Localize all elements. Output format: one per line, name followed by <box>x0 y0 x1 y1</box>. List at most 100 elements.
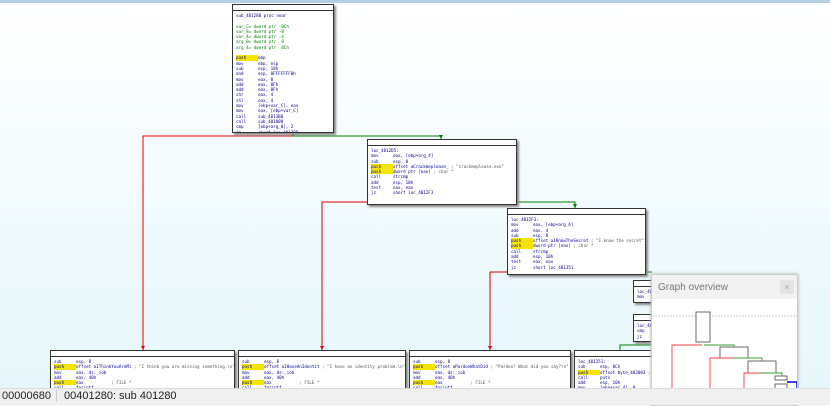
code-line: sub esp, 18h <box>236 66 330 71</box>
operands: offset byte_403003 <box>600 369 646 375</box>
code-line: add esp, 10h <box>371 180 513 185</box>
mnemonic: push <box>54 380 76 386</box>
mnemonic: sub <box>236 65 244 71</box>
mnemonic: mov <box>242 369 250 375</box>
code-line: test eax, eax <box>371 185 513 190</box>
code-line: loc_4012F3: <box>511 217 642 222</box>
operands: ebp, esp <box>258 60 279 66</box>
close-icon[interactable]: × <box>780 280 794 294</box>
mnemonic: call <box>236 113 247 119</box>
code-line: push eax ; FILE * <box>413 380 567 386</box>
mnemonic: push <box>236 55 258 61</box>
edge-false[interactable] <box>321 201 443 350</box>
mnemonic: call <box>413 385 435 390</box>
mnemonic: jz <box>637 333 643 339</box>
arrowhead-icon <box>141 346 145 350</box>
operands: sub_4013B0 <box>258 113 284 119</box>
code-line: push eax ; FILE * <box>54 380 231 386</box>
code-label[interactable]: loc_4012F3: <box>511 217 539 222</box>
operands: esp, 0Ch <box>600 364 621 370</box>
mnemonic: push <box>511 243 533 249</box>
code-line: mov <box>637 294 671 299</box>
code-line: mov eax, [ebp+arg_4] <box>371 153 513 158</box>
code-line: push eax ; FILE * <box>242 380 402 386</box>
code-line: shl eax, 4 <box>236 98 330 103</box>
edge-false[interactable] <box>142 131 294 350</box>
mnemonic: jz <box>371 190 377 196</box>
mnemonic: add <box>413 374 421 380</box>
operands: eax, ds:_iob <box>435 369 466 375</box>
code-label[interactable]: loc_40 <box>637 323 653 328</box>
operands: eax <box>76 380 84 386</box>
code-line: arg_4= dword ptr 0Ch <box>236 45 330 50</box>
mnemonic: call <box>242 385 264 390</box>
operands: eax, 0 <box>258 76 274 82</box>
operands: eax, 40h <box>76 374 97 380</box>
mnemonic: mov <box>236 103 244 109</box>
operands: [ebp+var_4], 0 <box>600 385 635 390</box>
mnemonic: call <box>236 118 247 124</box>
mnemonic: jz <box>236 129 242 133</box>
arrowhead-icon <box>573 204 577 208</box>
mnemonic: sub <box>54 359 62 364</box>
mnemonic: cmp <box>236 124 244 130</box>
graph-overview-panel[interactable]: Graph overview × <box>651 274 798 406</box>
mnemonic: test <box>511 259 522 265</box>
block-header <box>368 140 516 146</box>
mnemonic: call <box>511 248 522 254</box>
code-line: push offset aIThinkYouAreMi ; "I think yo… <box>54 364 234 370</box>
operands: strcmp <box>393 174 409 180</box>
code-line: and esp, 0FFFFFFF0h <box>236 71 330 76</box>
code-label[interactable]: loc_401351: <box>578 359 606 364</box>
code-line: push offset aIKnowTheSecret ; "I know the… <box>511 238 644 244</box>
code-line: test eax, eax <box>511 259 642 264</box>
mnemonic: and <box>236 71 244 77</box>
code-line: add esp, 10h <box>578 380 652 385</box>
mnemonic: sub <box>242 359 250 364</box>
status-location: 00401280: sub 401280 <box>56 390 177 402</box>
code-line: call sub_401000 <box>236 119 330 124</box>
code-label[interactable]: loc_40 <box>637 289 653 294</box>
operands: offset aPardonWhatDid <box>435 364 488 370</box>
code-line: cmp <box>637 328 671 333</box>
code-line: sub esp, 8 <box>54 359 231 364</box>
code-block-sub-401280[interactable]: sub_401280 proc near var_C= dword ptr -0… <box>232 4 334 133</box>
code-line: push offset aPardonWhatDid ; "Pardon? Wha… <box>413 364 569 370</box>
edge-false[interactable] <box>489 271 577 350</box>
mnemonic: push <box>242 380 264 386</box>
mnemonic: add <box>242 374 250 380</box>
block-header <box>233 5 333 11</box>
operands: eax, [ebp+arg_4] <box>533 222 574 228</box>
code-line: call strcmp <box>371 174 513 179</box>
mnemonic: add <box>236 87 244 93</box>
code-line: sub_401280 proc near <box>236 13 330 18</box>
code-line: mov eax, ds:_iob <box>413 370 567 375</box>
mnemonic: add <box>511 227 519 233</box>
operands: offset aIThinkYouAreMi <box>76 364 132 370</box>
mnemonic: mov <box>236 60 244 66</box>
code-label[interactable]: sub_401280 proc near <box>236 13 287 18</box>
operands: dword ptr [eax] <box>533 243 571 249</box>
stack-variable: var_8= dword ptr -8 <box>236 28 284 34</box>
operands: [ebp+var_C], eax <box>258 103 299 109</box>
code-line: mov[ebp+var_4], 0 <box>578 385 652 390</box>
code-line: sub esp, 8 <box>371 159 513 164</box>
arrowhead-icon <box>439 135 443 139</box>
mnemonic: test <box>371 185 382 191</box>
comment: ; char * <box>433 169 454 175</box>
code-line: add eax, 0Fh <box>236 82 330 87</box>
operands: eax, ds:_iob <box>264 369 295 375</box>
comment: ; FILE * <box>445 380 491 386</box>
mnemonic: mov <box>413 369 421 375</box>
operands: eax, [ebp+arg_4] <box>393 153 434 159</box>
stack-variable: var_C= dword ptr -0Ch <box>236 23 289 29</box>
operands: esp, 10h <box>600 380 621 386</box>
mnemonic: shr <box>236 92 244 98</box>
code-label[interactable]: loc_4012D5: <box>371 148 399 153</box>
edge-true[interactable] <box>619 344 660 350</box>
operands: short loc_4012D5 <box>258 129 299 133</box>
